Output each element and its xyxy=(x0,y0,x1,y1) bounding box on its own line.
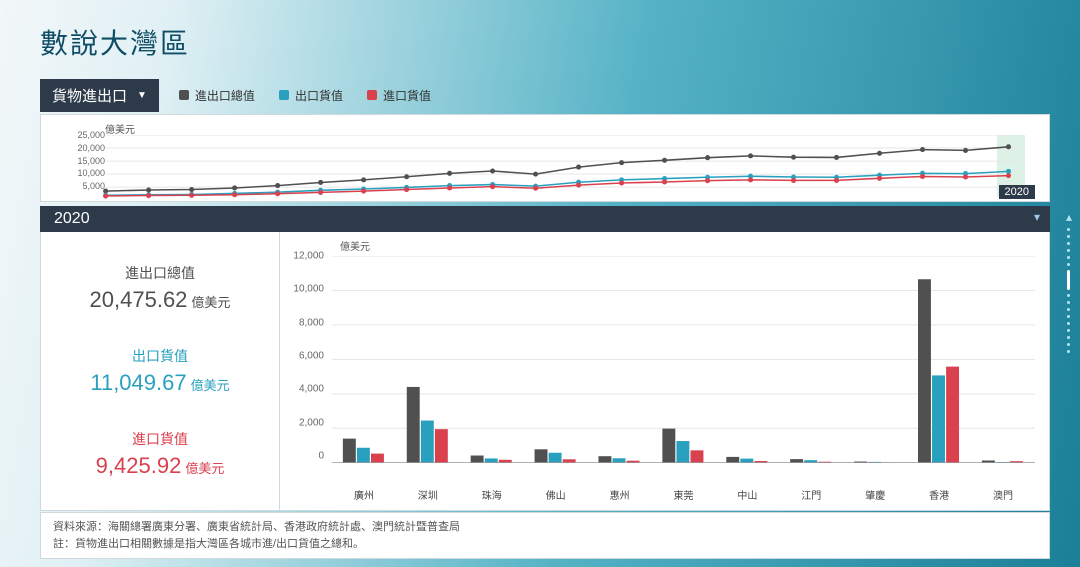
stat-block: 出口貨值 11,049.67億美元 xyxy=(51,346,269,396)
footer-note-label: 註： xyxy=(53,538,75,550)
bar-x-label: 澳門 xyxy=(971,487,1035,502)
bar-chart-panel: 億美元 02,0004,0006,0008,00010,00012,000 廣州… xyxy=(280,232,1050,511)
trend-y-unit: 億美元 xyxy=(105,121,135,136)
bar-chart[interactable] xyxy=(332,256,1035,463)
page-dot xyxy=(1067,350,1070,353)
footer-note: 註：貨物進出口相關數據是指大灣區各城市進/出口貨值之總和。 xyxy=(53,536,1037,553)
bar-x-axis: 廣州深圳珠海佛山惠州東莞中山江門肇慶香港澳門 xyxy=(332,487,1035,502)
footer-source-text: 海關總署廣東分署、廣東省統計局、香港政府統計處、澳門統計暨普查局 xyxy=(108,521,460,533)
footer-source-label: 資料來源： xyxy=(53,521,108,533)
page-title: 數說大灣區 xyxy=(40,22,190,62)
footer-source: 資料來源：海關總署廣東分署、廣東省統計局、香港政府統計處、澳門統計暨普查局 xyxy=(53,519,1037,536)
top-bar: 貨物進出口 ▼ 進出口總值 出口貨值 進口貨值 xyxy=(40,80,1050,110)
stat-block: 進出口總值 20,475.62億美元 xyxy=(51,263,269,313)
page-dot xyxy=(1067,315,1070,318)
bar-y-axis: 02,0004,0006,0008,00010,00012,000 xyxy=(280,256,330,484)
legend-label: 出口貨值 xyxy=(295,87,343,104)
page-indicator[interactable]: ▴ xyxy=(1066,210,1072,353)
legend-swatch xyxy=(279,90,289,100)
stat-block: 進口貨值 9,425.92億美元 xyxy=(51,429,269,479)
bar-x-label: 東莞 xyxy=(652,487,716,502)
page-dot xyxy=(1067,256,1070,259)
legend-label: 進出口總值 xyxy=(195,87,255,104)
stat-label: 出口貨值 xyxy=(51,346,269,366)
metric-selector-label: 貨物進出口 xyxy=(52,85,127,106)
stat-label: 進出口總值 xyxy=(51,263,269,283)
bar-x-label: 香港 xyxy=(907,487,971,502)
stat-value: 20,475.62億美元 xyxy=(51,287,269,313)
page-dot xyxy=(1067,329,1070,332)
stats-panel: 進出口總值 20,475.62億美元出口貨值 11,049.67億美元進口貨值 … xyxy=(40,232,280,511)
page-dot-active xyxy=(1067,270,1070,290)
page-dot xyxy=(1067,294,1070,297)
bar-x-label: 肇慶 xyxy=(843,487,907,502)
bar-x-label: 廣州 xyxy=(332,487,396,502)
legend-item[interactable]: 出口貨值 xyxy=(279,87,343,104)
page-dot xyxy=(1067,242,1070,245)
trend-line-chart[interactable] xyxy=(71,135,1029,200)
chevron-down-icon: ▼ xyxy=(137,90,147,101)
stat-value: 11,049.67億美元 xyxy=(51,370,269,396)
lower-region: 進出口總值 20,475.62億美元出口貨值 11,049.67億美元進口貨值 … xyxy=(40,232,1050,511)
footer-notes: 資料來源：海關總署廣東分署、廣東省統計局、香港政府統計處、澳門統計暨普查局 註：… xyxy=(40,512,1050,559)
page-dot xyxy=(1067,263,1070,266)
metric-selector[interactable]: 貨物進出口 ▼ xyxy=(40,79,159,112)
trend-chart-panel: 億美元 5,00010,00015,00020,00025,000 2020 xyxy=(40,114,1050,202)
legend-swatch xyxy=(179,90,189,100)
bar-x-label: 惠州 xyxy=(588,487,652,502)
bar-x-label: 珠海 xyxy=(460,487,524,502)
legend-item[interactable]: 進口貨值 xyxy=(367,87,431,104)
legend-label: 進口貨值 xyxy=(383,87,431,104)
bar-x-label: 佛山 xyxy=(524,487,588,502)
bar-y-unit: 億美元 xyxy=(340,238,370,253)
page-dot xyxy=(1067,308,1070,311)
page-dot xyxy=(1067,249,1070,252)
stat-label: 進口貨值 xyxy=(51,429,269,449)
bar-x-label: 深圳 xyxy=(396,487,460,502)
page-dot xyxy=(1067,322,1070,325)
footer-note-text: 貨物進出口相關數據是指大灣區各城市進/出口貨值之總和。 xyxy=(75,538,364,550)
page-dot xyxy=(1067,336,1070,339)
legend: 進出口總值 出口貨值 進口貨值 xyxy=(179,87,431,104)
legend-swatch xyxy=(367,90,377,100)
legend-item[interactable]: 進出口總值 xyxy=(179,87,255,104)
arrow-up-icon: ▴ xyxy=(1066,210,1072,224)
page-dot xyxy=(1067,343,1070,346)
filter-icon[interactable]: ▾ xyxy=(1034,210,1040,224)
page-dot xyxy=(1067,301,1070,304)
page-dot xyxy=(1067,235,1070,238)
stat-value: 9,425.92億美元 xyxy=(51,453,269,479)
bar-x-label: 江門 xyxy=(779,487,843,502)
year-strip: 2020 ▾ xyxy=(40,206,1050,232)
trend-year-tag: 2020 xyxy=(999,185,1035,199)
bar-x-label: 中山 xyxy=(715,487,779,502)
page-dot xyxy=(1067,228,1070,231)
selected-year-label: 2020 xyxy=(54,210,90,228)
